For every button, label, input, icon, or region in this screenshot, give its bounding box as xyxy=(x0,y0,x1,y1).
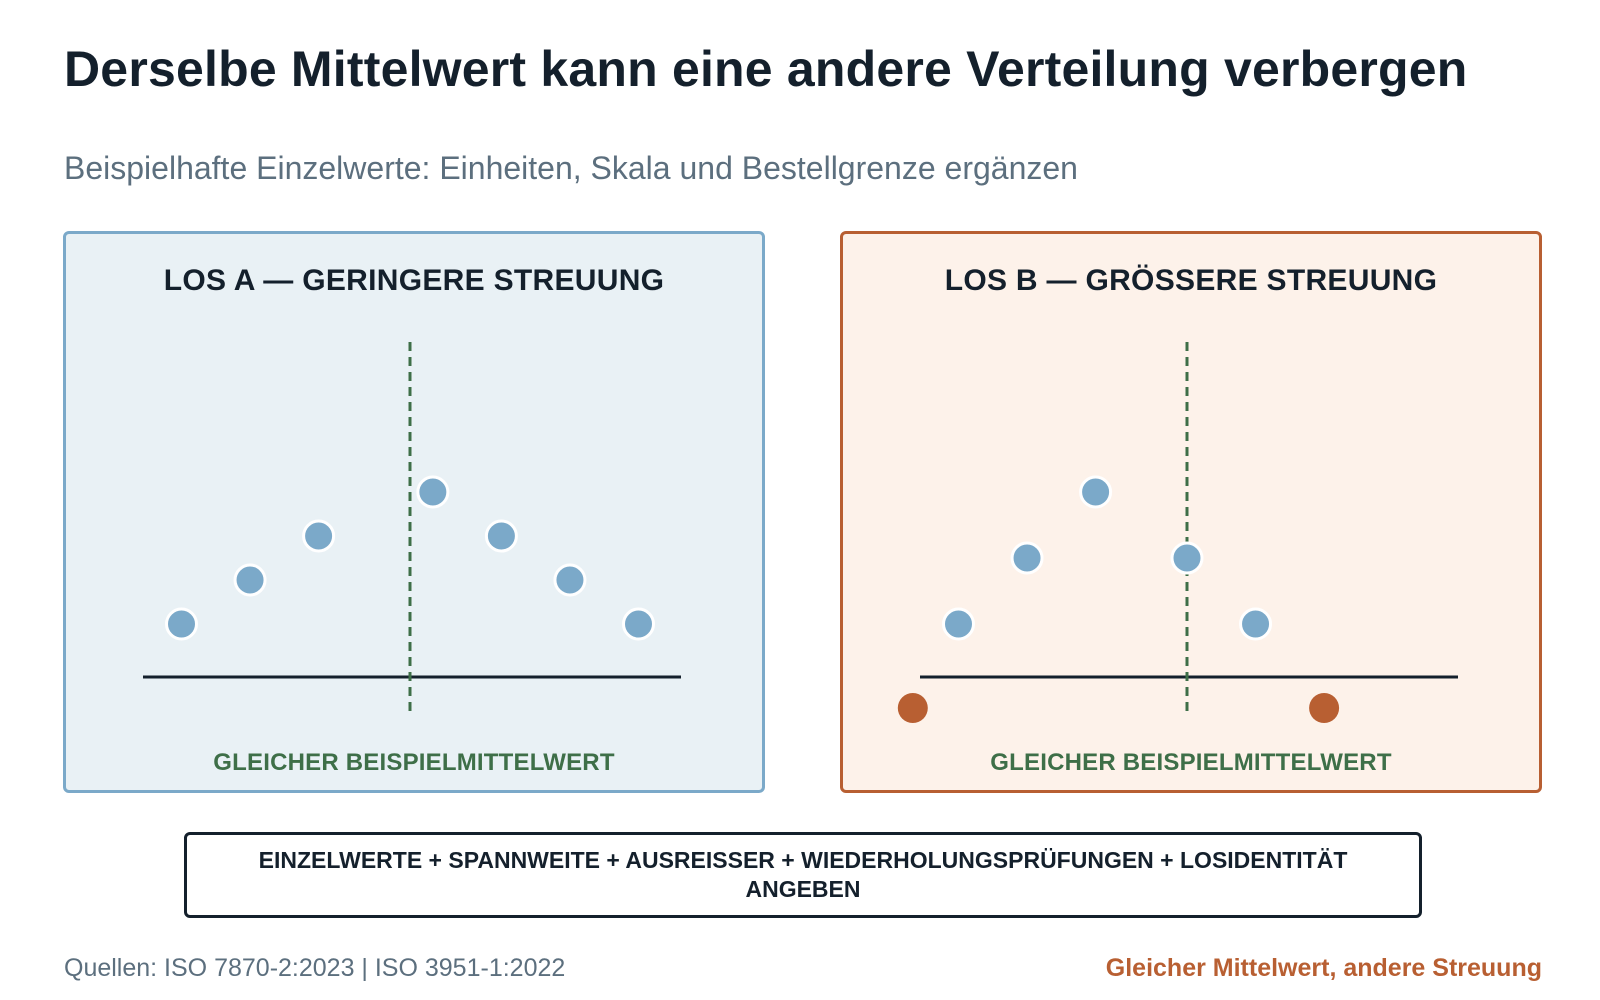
mean-label-los-a: GLEICHER BEISPIELMITTELWERT xyxy=(213,749,615,776)
page-title: Derselbe Mittelwert kann eine andere Ver… xyxy=(64,41,1468,97)
data-point xyxy=(416,475,450,509)
data-point xyxy=(165,607,198,641)
data-point xyxy=(1170,541,1204,575)
outlier-point xyxy=(1309,693,1340,723)
data-point xyxy=(622,607,655,641)
outlier-point xyxy=(897,693,928,723)
panel-title-los-b: LOS B — GRÖSSERE STREUUNG xyxy=(944,264,1438,297)
data-point xyxy=(1239,607,1273,641)
dot-plot-los-b xyxy=(897,342,1458,723)
panel-los-b: LOS B — GRÖSSERE STREUUNG GLEICHER BEISP… xyxy=(840,231,1542,793)
data-point xyxy=(553,563,587,597)
data-point xyxy=(1079,475,1113,509)
summary-footnote: Gleicher Mittelwert, andere Streuung xyxy=(1105,954,1542,982)
data-point xyxy=(484,519,518,553)
page-subtitle: Beispielhafte Einzelwerte: Einheiten, Sk… xyxy=(64,150,1078,186)
data-point xyxy=(302,519,336,553)
data-point xyxy=(233,563,267,597)
dot-plot-los-a xyxy=(143,342,681,714)
data-point xyxy=(942,607,975,641)
reporting-requirements-banner: EINZELWERTE + SPANNWEITE + AUSREISSER + … xyxy=(184,832,1422,918)
panel-los-a: LOS A — GERINGERE STREUUNG GLEICHER BEIS… xyxy=(63,231,765,793)
sources-note: Quellen: ISO 7870-2:2023 | ISO 3951-1:20… xyxy=(64,954,566,982)
mean-label-los-b: GLEICHER BEISPIELMITTELWERT xyxy=(990,749,1392,776)
panel-title-los-a: LOS A — GERINGERE STREUUNG xyxy=(163,264,665,297)
data-point xyxy=(1010,541,1044,575)
